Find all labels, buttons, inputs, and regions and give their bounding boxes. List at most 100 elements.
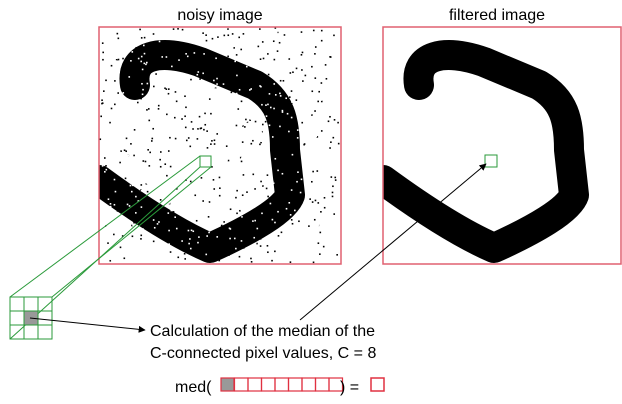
noise — [155, 73, 157, 75]
noise — [119, 114, 121, 116]
noise — [204, 124, 206, 126]
noise — [248, 31, 250, 33]
noise — [267, 31, 269, 33]
noise — [179, 29, 181, 31]
noise — [275, 41, 277, 43]
noise — [239, 89, 241, 91]
noise — [108, 198, 110, 200]
noise — [119, 151, 121, 153]
noise — [237, 108, 239, 110]
noise — [259, 144, 261, 146]
noise — [140, 61, 142, 63]
noise — [279, 126, 281, 128]
noise — [140, 238, 142, 240]
noise — [102, 165, 104, 167]
noise — [313, 103, 315, 105]
noise — [205, 34, 207, 36]
noise — [146, 98, 148, 100]
noise — [185, 206, 187, 208]
noise — [209, 201, 211, 203]
noise — [251, 130, 253, 132]
noise — [241, 209, 243, 211]
noise — [314, 180, 316, 182]
noise — [196, 74, 198, 76]
noise — [319, 95, 321, 97]
noise — [334, 207, 336, 209]
noise — [292, 71, 294, 73]
noise — [319, 253, 321, 255]
noise — [142, 93, 144, 95]
noise — [141, 32, 143, 34]
noise — [206, 130, 208, 132]
noise — [200, 206, 202, 208]
noise — [140, 184, 142, 186]
noise — [114, 204, 116, 206]
noise — [185, 127, 187, 129]
noise — [315, 73, 317, 75]
noise — [188, 98, 190, 100]
noise — [151, 138, 153, 140]
noise — [301, 69, 303, 71]
noise — [301, 122, 303, 124]
noise — [272, 219, 274, 221]
noise — [301, 258, 303, 260]
noise — [311, 90, 313, 92]
noise — [215, 164, 217, 166]
noise — [225, 185, 227, 187]
noise — [100, 149, 102, 151]
noise — [241, 216, 243, 218]
noise — [156, 178, 158, 180]
noise — [211, 140, 213, 142]
noise — [234, 61, 236, 63]
noise — [249, 89, 251, 91]
noise — [294, 210, 296, 212]
noise — [321, 130, 323, 132]
noise — [141, 131, 143, 133]
noise — [314, 110, 316, 112]
noise — [141, 37, 143, 39]
noise — [263, 44, 265, 46]
noise — [243, 33, 245, 35]
noise — [332, 185, 334, 187]
noise — [125, 150, 127, 152]
noise — [104, 157, 106, 159]
noise — [250, 60, 252, 62]
noise — [241, 253, 243, 255]
noise — [283, 80, 285, 82]
noise — [205, 153, 207, 155]
noise — [317, 170, 319, 172]
noise — [257, 228, 259, 230]
noise — [209, 35, 211, 37]
noise — [318, 224, 320, 226]
noise — [288, 202, 290, 204]
cell — [275, 378, 289, 391]
noise — [207, 95, 209, 97]
noise — [173, 250, 175, 252]
noise — [241, 161, 243, 163]
noise — [173, 71, 175, 73]
noise — [145, 141, 147, 143]
noise — [262, 124, 264, 126]
noise — [318, 219, 320, 221]
noise — [138, 58, 140, 60]
noise — [145, 175, 147, 177]
noise — [109, 122, 111, 124]
noise — [125, 49, 127, 51]
noise — [261, 184, 263, 186]
noise — [233, 47, 235, 49]
noise — [148, 120, 150, 122]
noise — [208, 232, 210, 234]
noise — [139, 29, 141, 31]
noise — [174, 117, 176, 119]
noise — [227, 104, 229, 106]
noise — [321, 82, 323, 84]
noise — [241, 196, 243, 198]
noise — [169, 202, 171, 204]
noise — [286, 71, 288, 73]
noise — [220, 91, 222, 93]
noise — [155, 80, 157, 82]
noise — [265, 104, 267, 106]
noise — [337, 122, 339, 124]
noise — [277, 251, 279, 253]
noise — [144, 63, 146, 65]
